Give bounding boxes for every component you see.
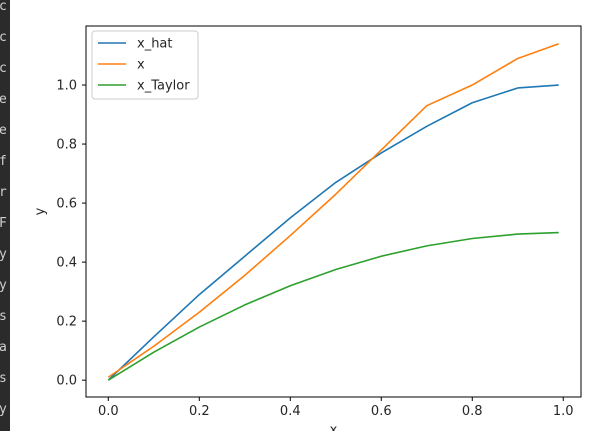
x-tick-label: 0.2 [189,404,210,419]
side-strip-glyph: y [0,278,7,293]
x-ticks: 0.0 0.2 0.4 0.6 0.8 1.0 [98,397,574,419]
side-strip-glyph: f [0,154,7,169]
y-tick-label: 0.6 [56,197,77,212]
legend-label: x_hat [137,37,173,52]
side-strip-glyph: y [0,247,7,262]
x-tick-label: 0.0 [98,404,119,419]
side-strip-glyph: s [0,309,7,324]
legend-label: x_Taylor [137,79,190,94]
series-layer [107,42,559,381]
y-tick-label: 0.2 [56,315,77,330]
side-strip-glyph: c [0,30,7,45]
legend-box [91,30,199,100]
side-strip-glyph: e [0,92,7,107]
side-strip-glyph: e [0,123,7,138]
series-line-x [107,42,559,378]
x-tick-label: 0.6 [371,404,392,419]
legend-label: x [137,58,145,73]
x-axis-label: x [330,423,338,431]
side-strip-glyph: c [0,0,7,14]
side-strip-glyph: y [0,402,7,417]
side-strip-glyph: r [0,185,7,200]
y-axis-label: y [33,207,48,215]
x-tick-label: 0.4 [280,404,301,419]
side-strip-glyph: F [0,216,7,231]
y-ticks: 0.0 0.2 0.4 0.6 0.8 1.0 [56,79,86,389]
series-line-x-taylor [107,231,559,381]
series-line-x-hat [107,84,559,381]
y-tick-label: 0.0 [56,374,77,389]
plot-frame [85,25,582,398]
side-strip-glyph: c [0,61,7,76]
plot-area-border [85,25,582,398]
y-tick-label: 0.8 [56,138,77,153]
y-tick-label: 0.4 [56,256,77,271]
side-strip-glyph: a [0,340,7,355]
side-strip-glyph: s [0,371,7,386]
y-tick-label: 1.0 [56,79,77,94]
x-tick-label: 1.0 [553,404,574,419]
x-tick-label: 0.8 [462,404,483,419]
